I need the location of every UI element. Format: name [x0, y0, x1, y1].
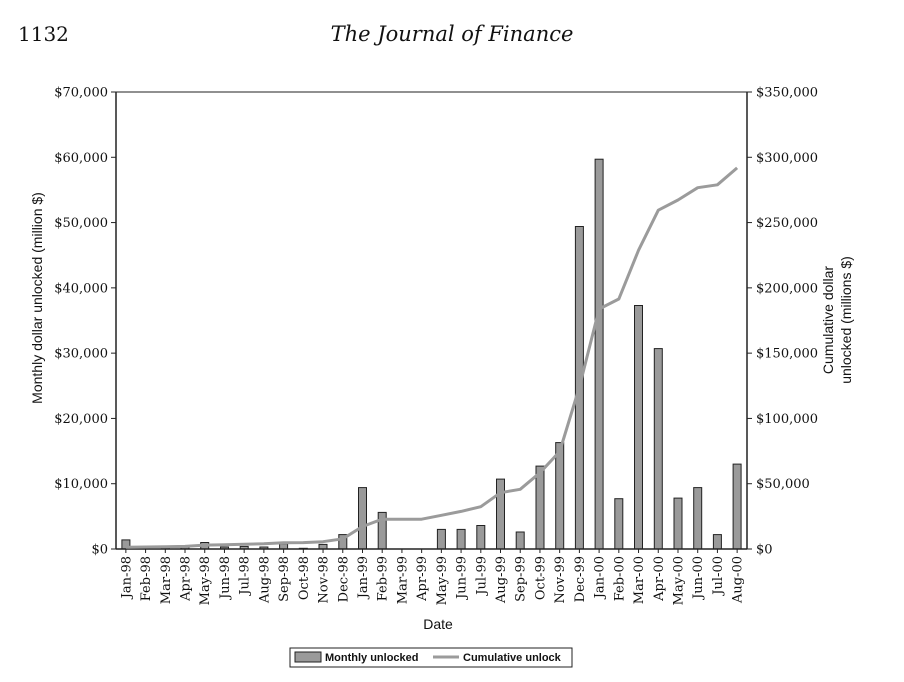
right-tick-label: $50,000: [756, 477, 810, 492]
right-tick-label: $100,000: [756, 412, 818, 427]
bar-feb-00: [614, 498, 624, 550]
x-tick-label: Aug-00: [731, 556, 746, 604]
x-tick-label: Apr-00: [652, 556, 667, 602]
x-tick-label: Jul-00: [711, 556, 726, 597]
left-tick-label: $0: [91, 543, 108, 558]
axes-group: [115, 91, 748, 550]
bar-sep-99: [515, 531, 525, 550]
x-tick-label: Jun-98: [218, 556, 233, 601]
x-tick-label: Feb-00: [612, 556, 627, 601]
x-tick-label: Oct-98: [297, 556, 312, 600]
right-tick-label: $300,000: [756, 151, 818, 166]
left-tick-label: $40,000: [54, 281, 108, 296]
x-tick-label: May-99: [435, 556, 450, 605]
right-tick-label: $150,000: [756, 347, 818, 362]
x-tick-label: Jan-00: [593, 556, 608, 600]
right-tick-label: $200,000: [756, 281, 818, 296]
bar-jun-00: [693, 487, 703, 550]
bar-jan-99: [358, 487, 367, 550]
x-tick-label: Apr-98: [179, 556, 194, 602]
legend: Monthly unlocked Cumulative unlock: [289, 647, 573, 668]
cumulative-unlock-line: [125, 166, 739, 549]
left-tick-label: $20,000: [54, 412, 108, 427]
y-axis-right-label-line1: Cumulative dollar: [820, 266, 836, 374]
right-tick-label: $350,000: [756, 86, 818, 101]
x-tick-label: May-00: [672, 556, 687, 605]
bar-jun-99: [456, 528, 466, 550]
x-tick-label: Oct-99: [534, 556, 549, 600]
x-tick-label: Aug-99: [494, 556, 509, 604]
bar-oct-99: [535, 465, 545, 550]
line-group: [125, 166, 739, 549]
legend-bar-swatch: [294, 651, 322, 663]
x-tick-label: Aug-98: [257, 556, 272, 604]
left-tick-label: $70,000: [54, 86, 108, 101]
bar-jul-00: [712, 534, 722, 550]
bar-may-99: [436, 528, 446, 550]
bar-aug-00: [732, 463, 742, 550]
y-axis-right-label-line2: unlocked (millions $): [838, 256, 854, 384]
right-tick-label: $0: [756, 543, 773, 558]
x-tick-label: Feb-98: [139, 556, 154, 601]
x-tick-label: Jul-99: [474, 556, 489, 597]
x-tick-label: Mar-99: [395, 556, 410, 604]
bar-may-00: [673, 497, 683, 550]
x-tick-label: Jan-99: [356, 556, 371, 600]
x-tick-label: Sep-98: [277, 556, 292, 602]
left-tick-label: $60,000: [54, 151, 108, 166]
x-tick-label: Nov-99: [553, 556, 568, 603]
bar-jan-00: [594, 158, 604, 550]
x-tick-label: Jan-98: [119, 556, 134, 600]
bar-aug-99: [496, 478, 505, 550]
x-tick-label: Apr-99: [415, 556, 430, 602]
bar-mar-00: [634, 305, 643, 550]
legend-box: [289, 647, 573, 668]
bar-apr-00: [653, 348, 663, 550]
x-tick-label: Jul-98: [238, 556, 253, 597]
x-tick-label: Mar-98: [159, 556, 174, 604]
left-tick-label: $10,000: [54, 477, 108, 492]
left-tick-label: $50,000: [54, 216, 108, 231]
x-tick-label: Feb-99: [376, 556, 391, 601]
x-tick-label: Mar-00: [632, 556, 647, 604]
bars-group: [121, 158, 742, 550]
x-tick-label: Nov-98: [317, 556, 332, 603]
legend-label-monthly: Monthly unlocked: [325, 652, 419, 664]
page-number: 1132: [18, 22, 69, 46]
x-tick-label: Sep-99: [514, 556, 529, 602]
x-tick-label: May-98: [198, 556, 213, 605]
left-tick-label: $30,000: [54, 347, 108, 362]
ticks-group: $0 $10,000 $20,000 $30,000 $40,000 $50,000 $60…: [54, 86, 818, 606]
legend-label-cumulative: Cumulative unlock: [463, 652, 562, 664]
x-tick-label: Dec-98: [336, 556, 351, 602]
x-tick-label: Jun-99: [455, 556, 470, 601]
bar-jul-99: [476, 525, 486, 550]
bar-sep-98: [279, 543, 289, 550]
right-tick-label: $250,000: [756, 216, 818, 231]
y-axis-left-label: Monthly dollar unlocked (million $): [29, 192, 45, 404]
bar-nov-99: [555, 442, 565, 550]
x-tick-label: Dec-99: [573, 556, 588, 602]
x-tick-label: Jun-00: [691, 556, 706, 601]
x-axis-label: Date: [423, 616, 453, 632]
journal-title: The Journal of Finance: [330, 22, 574, 46]
